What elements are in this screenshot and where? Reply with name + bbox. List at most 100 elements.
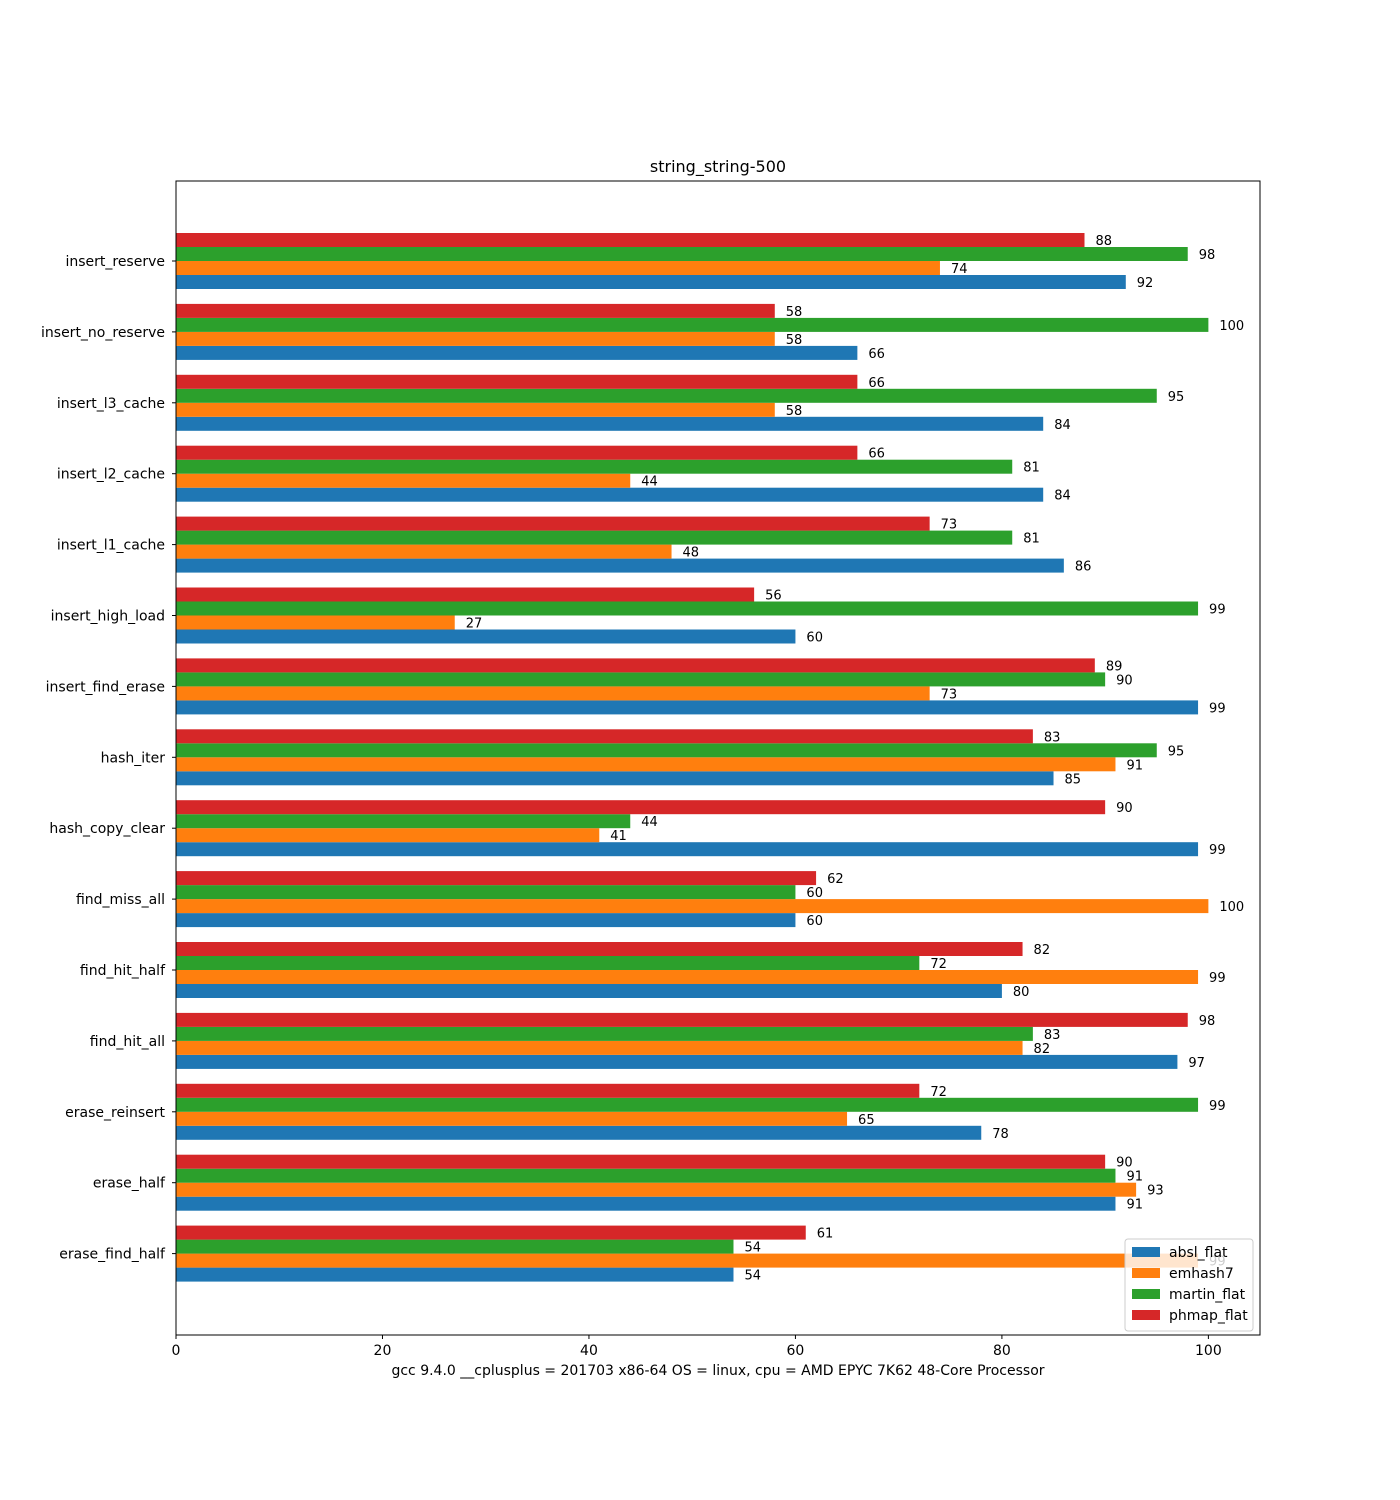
bar-phmap_flat-insert_l3_cache — [176, 374, 858, 389]
y-tick-label: insert_high_load — [51, 609, 165, 625]
bar-value-label: 95 — [1168, 744, 1185, 759]
y-tick-label: insert_no_reserve — [41, 325, 165, 341]
bar-value-label: 58 — [786, 333, 803, 348]
bar-value-label: 27 — [466, 617, 483, 632]
bar-martin_flat-find_miss_all — [176, 885, 796, 900]
bar-value-label: 73 — [941, 687, 958, 702]
legend-swatch-martin_flat — [1132, 1289, 1160, 1299]
bar-martin_flat-insert_l1_cache — [176, 530, 1013, 545]
bar-absl_flat-insert_l3_cache — [176, 416, 1044, 431]
y-tick-label: find_hit_all — [90, 1034, 165, 1050]
bar-value-label: 62 — [827, 872, 844, 887]
legend: absl_flat emhash7 martin_flat phmap_flat — [1124, 1238, 1254, 1332]
bar-emhash7-insert_l3_cache — [176, 402, 775, 417]
y-tick-label: hash_copy_clear — [49, 821, 165, 837]
bar-absl_flat-insert_l2_cache — [176, 487, 1044, 502]
bar-martin_flat-hash_iter — [176, 743, 1157, 758]
bar-absl_flat-find_hit_half — [176, 984, 1002, 998]
x-axis: 0 20 40 60 80 100 — [172, 1335, 1222, 1359]
bar-phmap_flat-find_miss_all — [176, 871, 817, 886]
bar-value-label: 54 — [744, 1241, 761, 1256]
bar-value-label: 98 — [1199, 248, 1216, 263]
bar-value-label: 80 — [1013, 985, 1030, 1000]
bar-value-label: 41 — [610, 829, 627, 844]
bar-value-label: 90 — [1116, 673, 1133, 688]
bar-value-label: 91 — [1126, 1198, 1143, 1213]
bar-value-label: 95 — [1168, 390, 1185, 405]
x-tick-label: 0 — [172, 1343, 181, 1359]
legend-swatch-phmap_flat — [1132, 1310, 1160, 1320]
bar-value-label: 44 — [641, 815, 658, 830]
bar-value-label: 85 — [1065, 772, 1082, 787]
bar-martin_flat-erase_find_half — [176, 1239, 734, 1254]
bar-emhash7-insert_no_reserve — [176, 331, 775, 346]
bar-value-label: 99 — [1209, 971, 1226, 986]
bar-value-label: 60 — [806, 914, 823, 929]
legend-swatch-emhash7 — [1132, 1268, 1160, 1278]
bar-martin_flat-erase_reinsert — [176, 1097, 1199, 1112]
bar-phmap_flat-hash_copy_clear — [176, 800, 1106, 815]
bar-value-label: 88 — [1095, 234, 1112, 249]
y-tick-label: insert_reserve — [65, 254, 165, 270]
bar-phmap_flat-insert_l2_cache — [176, 445, 858, 460]
y-tick-label: insert_l1_cache — [57, 538, 165, 554]
bar-value-label: 66 — [868, 447, 885, 462]
bar-value-label: 92 — [1137, 276, 1154, 291]
bar-absl_flat-erase_reinsert — [176, 1125, 982, 1140]
legend-box — [1124, 1238, 1254, 1332]
x-axis-label: gcc 9.4.0 __cplusplus = 201703 x86-64 OS… — [391, 1363, 1044, 1379]
axes-frame — [175, 180, 1261, 1336]
bar-value-label: 99 — [1209, 1099, 1226, 1114]
bar-value-label: 99 — [1209, 701, 1226, 716]
y-tick-label: insert_find_erase — [46, 679, 165, 695]
bar-emhash7-insert_l2_cache — [176, 473, 631, 488]
bar-value-label: 66 — [868, 376, 885, 391]
bar-value-label: 60 — [806, 631, 823, 646]
bar-value-label: 65 — [858, 1113, 875, 1128]
bar-value-label: 97 — [1188, 1056, 1205, 1071]
bar-emhash7-find_hit_all — [176, 1040, 1023, 1055]
legend-swatch-absl_flat — [1132, 1247, 1160, 1257]
bar-value-label: 74 — [951, 262, 968, 277]
bar-phmap_flat-erase_half — [176, 1154, 1106, 1169]
bar-value-label: 81 — [1023, 461, 1040, 476]
bar-absl_flat-hash_copy_clear — [176, 842, 1199, 857]
bar-value-label: 83 — [1044, 730, 1061, 745]
bar-martin_flat-find_hit_half — [176, 956, 920, 970]
bar-value-label: 83 — [1044, 1028, 1061, 1043]
bar-value-label: 84 — [1054, 418, 1071, 433]
bar-emhash7-hash_copy_clear — [176, 828, 600, 843]
bar-emhash7-insert_high_load — [176, 615, 455, 630]
bar-value-label: 100 — [1219, 319, 1244, 334]
legend-label-phmap_flat: phmap_flat — [1169, 1308, 1248, 1324]
bar-value-label: 93 — [1147, 1184, 1164, 1199]
bar-phmap_flat-erase_reinsert — [176, 1083, 920, 1098]
y-tick-label: insert_l2_cache — [57, 467, 165, 483]
bar-value-label: 82 — [1034, 1042, 1051, 1057]
bar-emhash7-erase_find_half — [176, 1253, 1199, 1268]
bar-value-label: 91 — [1126, 758, 1143, 773]
bar-phmap_flat-insert_reserve — [176, 233, 1085, 247]
bar-value-label: 72 — [930, 1085, 947, 1100]
bar-value-label: 98 — [1199, 1014, 1216, 1029]
bar-absl_flat-insert_high_load — [176, 629, 796, 644]
bar-martin_flat-insert_high_load — [176, 601, 1199, 616]
bar-martin_flat-hash_copy_clear — [176, 814, 631, 829]
bar-value-label: 100 — [1219, 900, 1244, 915]
bar-value-label: 81 — [1023, 532, 1040, 547]
bar-value-label: 99 — [1209, 603, 1226, 618]
bar-absl_flat-erase_half — [176, 1196, 1116, 1211]
bar-value-label: 86 — [1075, 560, 1092, 575]
bar-value-label: 89 — [1106, 659, 1123, 674]
bar-martin_flat-insert_no_reserve — [176, 317, 1209, 332]
y-axis: insert_reserve insert_no_reserve insert_l3… — [41, 254, 176, 1263]
y-tick-label: insert_l3_cache — [57, 396, 165, 412]
bar-martin_flat-erase_half — [176, 1168, 1116, 1183]
bar-emhash7-insert_find_erase — [176, 686, 930, 701]
bar-martin_flat-insert_l3_cache — [176, 388, 1157, 403]
x-tick-label: 40 — [580, 1343, 598, 1359]
bar-phmap_flat-erase_find_half — [176, 1225, 806, 1240]
bar-value-label: 73 — [941, 518, 958, 533]
bar-value-label: 78 — [992, 1127, 1009, 1142]
bar-value-label: 91 — [1126, 1170, 1143, 1185]
